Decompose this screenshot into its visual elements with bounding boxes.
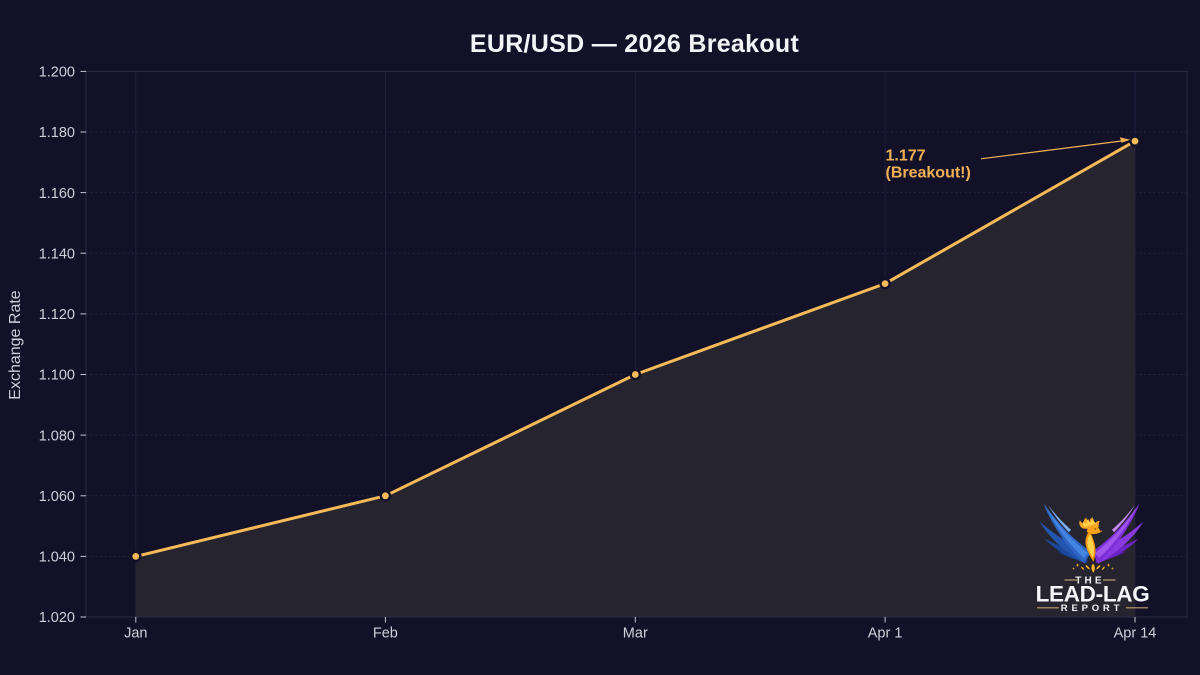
svg-text:1.140: 1.140 [39,246,75,262]
svg-text:1.060: 1.060 [39,489,75,505]
svg-text:1.040: 1.040 [39,550,75,566]
svg-text:LEAD-LAG: LEAD-LAG [1036,582,1150,607]
svg-text:THE: THE [1075,576,1105,587]
svg-text:Exchange Rate: Exchange Rate [7,290,24,400]
svg-text:1.200: 1.200 [39,65,75,81]
svg-text:1.180: 1.180 [39,125,75,141]
svg-text:Feb: Feb [373,626,398,642]
svg-text:1.177: 1.177 [886,148,926,165]
svg-text:Mar: Mar [623,626,648,642]
svg-text:1.120: 1.120 [39,307,75,323]
svg-text:EUR/USD — 2026 Breakout: EUR/USD — 2026 Breakout [470,30,800,58]
svg-text:Apr 1: Apr 1 [868,626,903,642]
svg-text:REPORT: REPORT [1061,603,1123,614]
svg-text:Jan: Jan [124,626,147,642]
svg-text:1.080: 1.080 [39,428,75,444]
svg-text:(Breakout!): (Breakout!) [886,165,971,182]
svg-text:Apr 14: Apr 14 [1114,626,1157,642]
svg-text:1.100: 1.100 [39,368,75,384]
svg-text:1.020: 1.020 [39,610,75,626]
svg-text:1.160: 1.160 [39,186,75,202]
